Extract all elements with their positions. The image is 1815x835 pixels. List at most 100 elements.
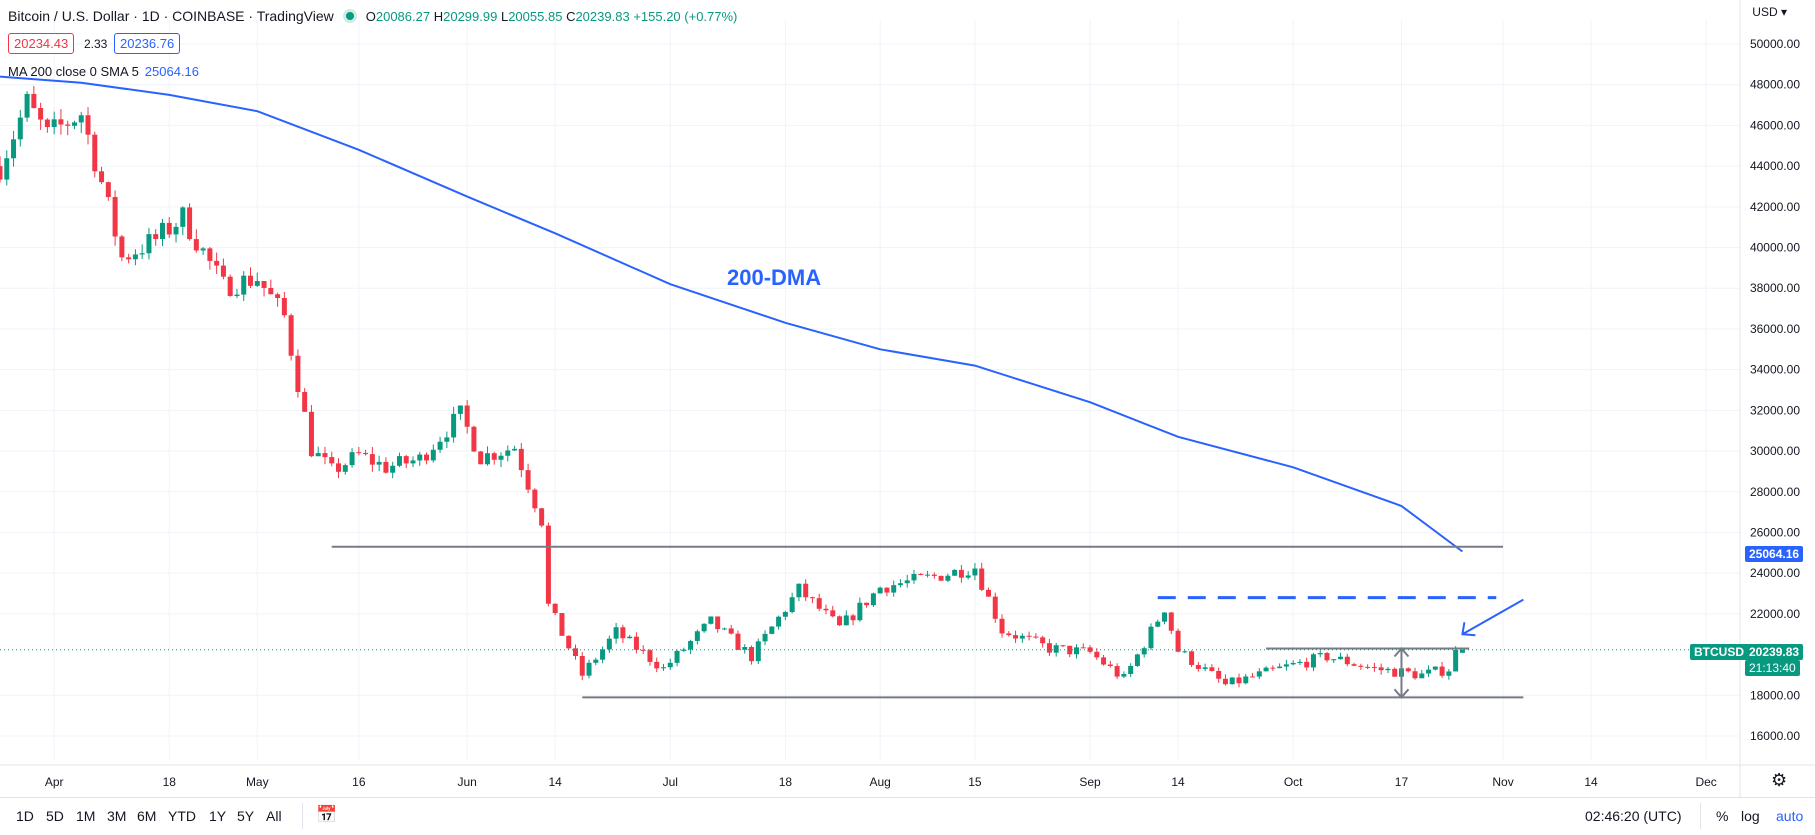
candle-up [1155, 621, 1161, 627]
candle-down [1107, 664, 1113, 667]
range-5d-button[interactable]: 5D [46, 808, 64, 824]
candle-up [437, 441, 443, 450]
candle-down [1087, 647, 1093, 652]
candle-up [1053, 645, 1059, 653]
range-arrow-head-down [1393, 688, 1410, 699]
range-1m-button[interactable]: 1M [76, 808, 96, 824]
range-1d-button[interactable]: 1D [16, 808, 34, 824]
candle-up [132, 254, 138, 260]
candle-down [1250, 676, 1256, 678]
candle-up [484, 453, 490, 465]
candle-up [627, 636, 633, 639]
candle-down [1439, 666, 1445, 676]
ma200-line [0, 75, 1463, 553]
range-1y-button[interactable]: 1Y [209, 808, 227, 824]
candle-down [308, 411, 314, 457]
candle-down [336, 463, 342, 472]
candle-down [85, 115, 91, 135]
candle-up [681, 649, 687, 651]
candle-up [444, 437, 450, 442]
x-tick-label: May [246, 775, 269, 789]
candle-down [1013, 635, 1019, 639]
candle-down [559, 613, 565, 636]
candle-up [1148, 626, 1154, 649]
candle-down [281, 298, 287, 316]
candle-up [396, 456, 402, 466]
candle-up [1446, 671, 1452, 676]
sell-price-button[interactable]: 20234.43 [8, 33, 75, 54]
candle-down [1006, 633, 1012, 636]
candle-up [1229, 677, 1235, 685]
x-tick-label: Jul [663, 775, 678, 789]
log-toggle[interactable]: log [1741, 808, 1760, 824]
candle-down [640, 649, 646, 651]
candle-up [1019, 635, 1025, 639]
x-tick-label: 14 [1171, 775, 1185, 789]
candle-up [159, 222, 165, 239]
candle-up [721, 628, 727, 630]
date-range-icon[interactable]: 📅 [316, 805, 338, 824]
clock-time[interactable]: 02:46:20 (UTC) [1585, 808, 1682, 824]
candle-down [830, 610, 836, 617]
range-6m-button[interactable]: 6M [137, 808, 157, 824]
x-tick-label: Oct [1284, 775, 1303, 789]
x-tick-label: Jun [457, 775, 476, 789]
chart-header: Bitcoin / U.S. Dollar · 1D · COINBASE · … [8, 8, 737, 24]
candle-down [268, 287, 274, 295]
candle-up [789, 597, 795, 613]
candle-down [126, 257, 132, 260]
candle-down [532, 489, 538, 509]
y-tick-label: 32000.00 [1750, 403, 1800, 417]
candle-up [417, 454, 423, 461]
candle-down [620, 627, 626, 639]
symbol-tag: BTCUSD [1690, 644, 1748, 660]
candle-down [1067, 645, 1073, 655]
candle-down [1026, 635, 1032, 637]
percent-toggle[interactable]: % [1716, 808, 1729, 824]
candle-up [1283, 664, 1289, 667]
candle-up [1297, 661, 1303, 663]
x-tick-label: 14 [1584, 775, 1598, 789]
candle-down [322, 453, 328, 458]
range-ytd-button[interactable]: YTD [168, 808, 196, 824]
candle-up [857, 602, 863, 621]
range-5y-button[interactable]: 5Y [237, 808, 255, 824]
candle-down [1114, 666, 1120, 677]
settings-icon[interactable]: ⚙ [1771, 770, 1788, 790]
candle-up [694, 631, 700, 641]
candle-down [749, 647, 755, 662]
candle-up [78, 115, 84, 123]
candle-up [661, 667, 667, 669]
pointer-arrow-head [1461, 622, 1476, 637]
y-tick-label: 48000.00 [1750, 78, 1800, 92]
candle-down [1195, 664, 1201, 669]
buy-price-button[interactable]: 20236.76 [114, 33, 181, 54]
range-all-button[interactable]: All [266, 808, 282, 824]
candle-down [58, 119, 64, 125]
auto-toggle[interactable]: auto [1776, 808, 1804, 824]
candle-down [1033, 636, 1039, 638]
candle-up [51, 119, 57, 128]
ma-value: 25064.16 [144, 64, 200, 79]
y-tick-label: 36000.00 [1750, 322, 1800, 336]
candle-down [938, 575, 944, 581]
candle-down [1392, 668, 1398, 677]
currency-selector[interactable]: USD ▾ [1752, 5, 1787, 19]
candle-down [918, 573, 924, 575]
candle-down [1344, 656, 1350, 665]
candle-up [762, 633, 768, 642]
candle-down [931, 574, 937, 576]
symbol-title[interactable]: Bitcoin / U.S. Dollar · 1D · COINBASE · … [8, 8, 334, 24]
candle-up [600, 649, 606, 660]
candle-down [1236, 677, 1242, 684]
candle-down [275, 294, 281, 299]
candle-down [424, 454, 430, 461]
y-tick-label: 30000.00 [1750, 444, 1800, 458]
candle-down [31, 93, 37, 108]
candle-up [234, 294, 240, 296]
x-tick-label: 14 [548, 775, 562, 789]
range-3m-button[interactable]: 3M [107, 808, 127, 824]
ma-legend[interactable]: MA 200 close 0 SMA 5 25064.16 [8, 64, 199, 79]
bottom-toolbar: 1D 5D 1M 3M 6M YTD 1Y 5Y All 📅 02:46:20 … [0, 797, 1815, 835]
